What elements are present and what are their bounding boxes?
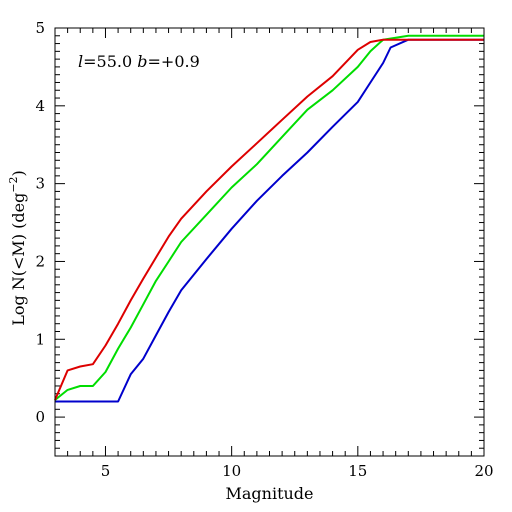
y-tick-label: 2: [35, 252, 45, 270]
annotation-b-symbol: b: [137, 52, 147, 71]
y-axis-title-exponent: −2: [7, 176, 20, 192]
plot-frame: [54, 27, 485, 457]
major-ticks: [55, 27, 485, 456]
y-tick-label: 1: [35, 330, 45, 348]
coordinates-annotation: l=55.0 b=+0.9: [78, 52, 200, 71]
series-line-3: [54, 38, 484, 401]
annotation-l-symbol: l: [78, 52, 83, 71]
y-axis-title-main: Log N(<M) (deg: [9, 193, 28, 326]
x-tick-label: 20: [474, 462, 493, 480]
minor-ticks: [54, 28, 484, 457]
x-tick-label: 5: [101, 462, 111, 480]
x-tick-label: 15: [348, 462, 367, 480]
y-tick-label: 4: [35, 97, 45, 115]
y-tick-label: 3: [35, 175, 45, 193]
x-tick-label: 10: [222, 462, 241, 480]
y-tick-label: 0: [35, 408, 45, 426]
annotation-b-value: =+0.9: [148, 52, 200, 71]
series-line-2: [54, 34, 484, 401]
series-layer: [54, 34, 484, 403]
y-axis-title: Log N(<M) (deg−2): [7, 170, 28, 326]
series-line-1: [55, 38, 484, 403]
tick-labels: 5 10 15 20 0 1 2 3 4 5: [35, 19, 493, 480]
y-tick-label: 5: [35, 19, 45, 37]
annotation-l-value: =55.0: [83, 52, 132, 71]
x-axis-title: Magnitude: [225, 484, 313, 503]
y-axis-title-close: ): [9, 170, 28, 176]
